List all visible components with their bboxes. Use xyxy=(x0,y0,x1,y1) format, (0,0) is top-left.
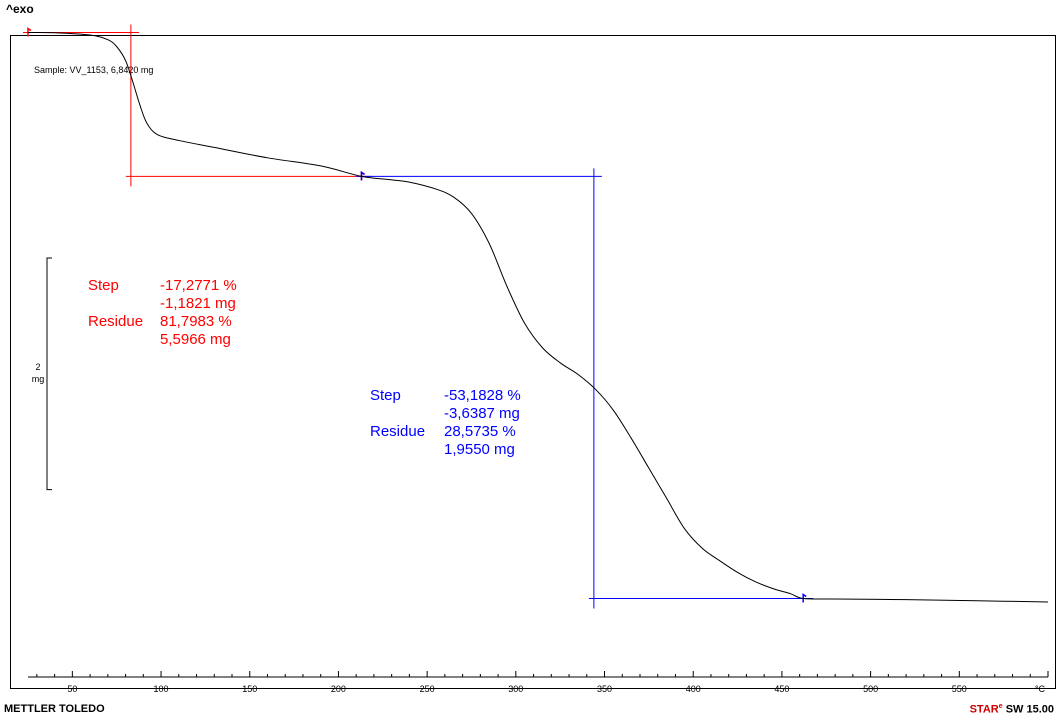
step-2-limit-marker xyxy=(802,593,807,603)
step-1-residue-mg: 5,5966 mg xyxy=(160,331,231,348)
software-version: SW 15.00 xyxy=(1002,703,1054,716)
x-tick-label: 450 xyxy=(774,684,789,694)
step-1-step-mg: -1,1821 mg xyxy=(160,295,236,312)
sample-label: Sample: VV_1153, 6,8420 mg xyxy=(34,65,153,75)
x-tick-label: 200 xyxy=(331,684,346,694)
x-tick-label: 350 xyxy=(597,684,612,694)
exo-direction-label: ^exo xyxy=(6,2,34,16)
chart-marks: 50 100 150 200 250 300 350 400 450 500 550 °C 2 mg Ste… xyxy=(23,24,1049,694)
step-2-step-percent: -53,1828 % xyxy=(444,387,521,404)
scale-bar-unit: mg xyxy=(32,374,45,384)
step-1-limit-marker xyxy=(27,27,32,37)
step-2-limit-marker xyxy=(360,170,365,181)
step-2-residue-mg: 1,9550 mg xyxy=(444,441,515,458)
x-tick-label: 500 xyxy=(863,684,878,694)
x-tick-label: 400 xyxy=(686,684,701,694)
software-sup: e xyxy=(998,703,1003,710)
software-star: STAR xyxy=(969,703,999,716)
x-tick-label: 550 xyxy=(952,684,967,694)
tga-curve xyxy=(27,31,1049,603)
step-1-step-label: Step xyxy=(88,277,119,294)
plot-frame xyxy=(10,35,1056,689)
x-unit-label: °C xyxy=(1035,684,1046,694)
step-2-residue-percent: 28,5735 % xyxy=(444,423,516,440)
step-2-step-mg: -3,6387 mg xyxy=(444,405,520,422)
scale-bar-value: 2 xyxy=(35,362,40,372)
step-2-step-label: Step xyxy=(370,387,401,404)
scale-bar xyxy=(46,257,52,491)
step-1-step-percent: -17,2771 % xyxy=(160,277,237,294)
step-1-residue-label: Residue xyxy=(88,313,143,330)
step-1-residue-percent: 81,7983 % xyxy=(160,313,232,330)
x-tick-label: 50 xyxy=(67,684,77,694)
brand-label: METTLER TOLEDO xyxy=(4,703,105,715)
x-tick-label: 300 xyxy=(508,684,523,694)
x-tick-label: 100 xyxy=(154,684,169,694)
x-tick-label: 250 xyxy=(420,684,435,694)
step-2-residue-label: Residue xyxy=(370,423,425,440)
software-version-label: STARe SW 15.00 xyxy=(970,703,1054,716)
x-tick-label: 150 xyxy=(242,684,257,694)
